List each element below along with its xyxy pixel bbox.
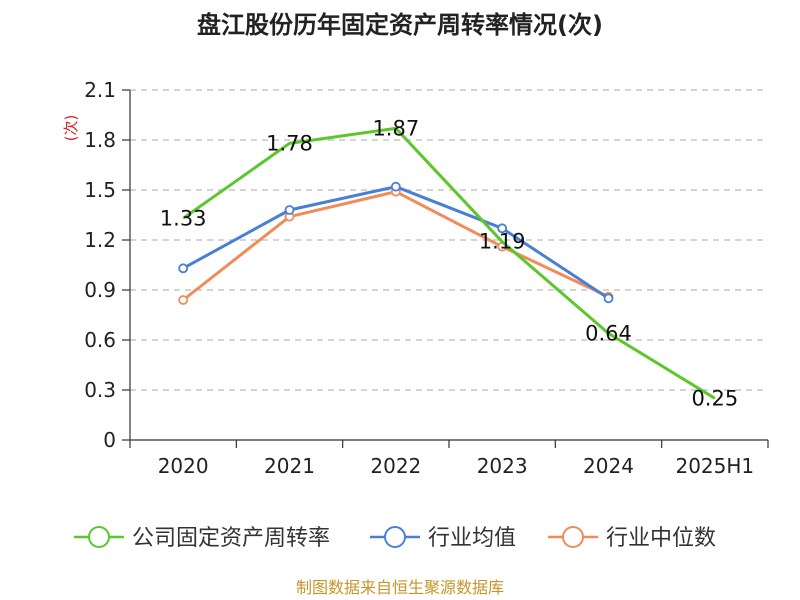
- series-point: [603, 293, 614, 304]
- legend-label: 行业中位数: [606, 526, 716, 551]
- data-label: 1.19: [479, 230, 526, 254]
- x-tick-label: 2022: [370, 454, 421, 478]
- x-tick-label: 2021: [264, 454, 315, 478]
- source-note: 制图数据来自恒生聚源数据库: [296, 578, 504, 597]
- legend: 公司固定资产周转率 行业均值 行业中位数: [74, 526, 716, 551]
- series-lines: [178, 126, 716, 400]
- y-tick-label: 0: [103, 428, 116, 452]
- chart-title: 盘江股份历年固定资产周转率情况(次): [197, 11, 603, 39]
- y-tick-label: 0.6: [84, 328, 116, 352]
- x-tick-label: 2025H1: [675, 454, 754, 478]
- series-point: [178, 263, 189, 274]
- series-point: [497, 223, 508, 234]
- legend-marker: [384, 526, 406, 548]
- legend-marker: [88, 526, 110, 548]
- series-point: [178, 295, 189, 305]
- y-tick-label: 0.9: [84, 278, 116, 302]
- data-labels: 1.33 1.78 1.87 1.19 0.64 0.25: [160, 116, 738, 410]
- series-point: [284, 205, 295, 215]
- legend-marker: [562, 526, 584, 548]
- data-label: 1.87: [372, 116, 419, 140]
- y-tick-label: 1.5: [84, 178, 116, 202]
- y-tick-label: 1.8: [84, 128, 116, 152]
- y-tick-label: 1.2: [84, 228, 116, 252]
- y-axis-label: (次): [62, 115, 80, 142]
- series-line: [182, 185, 610, 300]
- data-label: 1.78: [266, 131, 313, 155]
- legend-label: 行业均值: [428, 526, 516, 551]
- y-tick-label: 2.1: [84, 78, 116, 102]
- data-label: 0.64: [585, 321, 632, 345]
- axes: 0 0.3 0.6 0.9 1.2 1.5 1.8 2.1 2020 2021 2022 2023 20…: [84, 78, 769, 478]
- grid-lines: [130, 89, 768, 391]
- data-label: 0.25: [691, 386, 738, 410]
- x-tick-label: 2020: [158, 454, 209, 478]
- series-line: [182, 126, 716, 400]
- data-label: 1.33: [160, 206, 207, 230]
- x-tick-label: 2023: [477, 454, 528, 478]
- series-point: [390, 181, 401, 192]
- x-tick-label: 2024: [583, 454, 634, 478]
- legend-label: 公司固定资产周转率: [132, 526, 330, 551]
- y-tick-label: 0.3: [84, 378, 116, 402]
- series-line: [182, 190, 610, 302]
